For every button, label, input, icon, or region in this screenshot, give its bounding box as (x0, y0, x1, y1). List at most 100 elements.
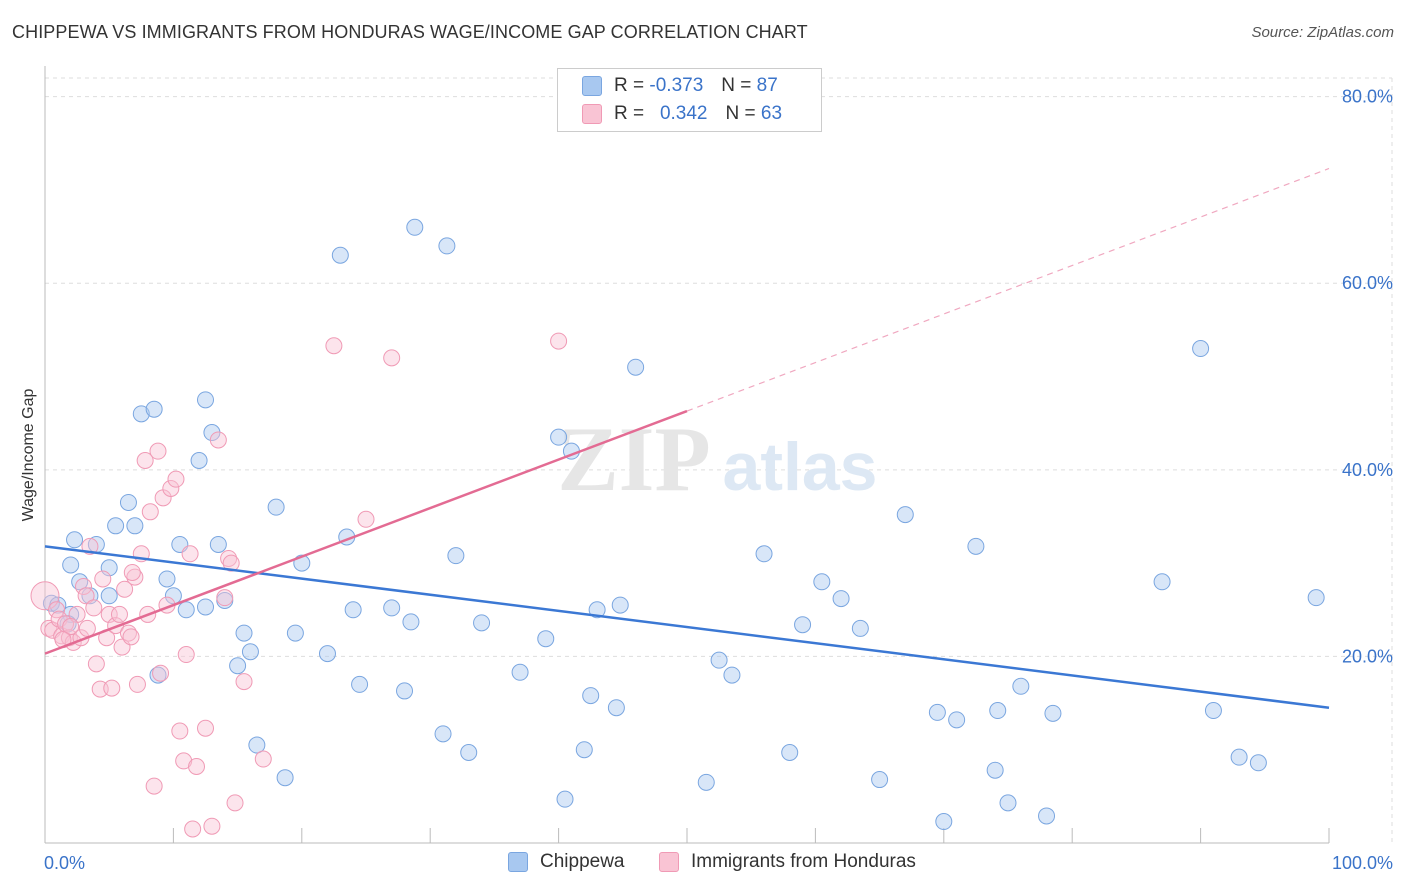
honduras-point (122, 628, 140, 646)
honduras-point (85, 599, 103, 617)
chippewa-point (611, 596, 629, 614)
legend-n-value: 87 (756, 75, 778, 96)
legend-item-chippewa[interactable]: Chippewa (508, 851, 625, 873)
chippewa-point (1204, 702, 1222, 720)
chippewa-point (62, 556, 80, 574)
chippewa-point (607, 699, 625, 717)
honduras-point (226, 794, 244, 812)
legend-item-honduras[interactable]: Immigrants from Honduras (659, 851, 916, 873)
chippewa-point (588, 601, 606, 619)
legend-label-chippewa: Chippewa (540, 851, 625, 872)
chippewa-point (286, 624, 304, 642)
honduras-trendline (44, 409, 688, 655)
honduras-point (136, 452, 154, 469)
chippewa-point (406, 218, 424, 236)
honduras-point (145, 777, 163, 795)
honduras-point (128, 675, 146, 693)
honduras-point (110, 605, 128, 623)
honduras-point (77, 587, 95, 605)
legend-row-honduras: R = 0.342 N = 63 (582, 101, 782, 127)
chippewa-point (794, 616, 812, 634)
legend-n-value: 63 (760, 103, 783, 124)
honduras-point (222, 554, 240, 572)
honduras-point (171, 722, 189, 740)
chippewa-point (197, 598, 214, 616)
legend-swatch-chippewa (582, 76, 602, 96)
chippewa-point (235, 624, 253, 642)
chippewa-point (755, 545, 773, 563)
legend-swatch-honduras (659, 852, 679, 872)
chippewa-point (473, 614, 491, 632)
honduras-point (167, 470, 185, 488)
honduras-point (550, 332, 568, 350)
honduras-point (87, 655, 105, 673)
chippewa-point (209, 535, 227, 553)
chippewa-point (1044, 704, 1062, 722)
chippewa-point (582, 687, 600, 705)
chippewa-point (723, 666, 741, 684)
honduras-point (123, 563, 141, 581)
chippewa-point (396, 682, 414, 700)
honduras-point (203, 817, 221, 835)
chippewa-point (1038, 807, 1056, 825)
series-legend: Chippewa Immigrants from Honduras (0, 851, 1406, 877)
honduras-point (162, 479, 180, 497)
legend-r-value: 0.342 (659, 103, 708, 124)
chart-title: CHIPPEWA VS IMMIGRANTS FROM HONDURAS WAG… (12, 22, 808, 42)
chippewa-point (989, 702, 1007, 720)
legend-r-label: R = (614, 75, 645, 96)
honduras-point (383, 349, 401, 367)
chippewa-point (1249, 754, 1267, 772)
chippewa-point (1307, 589, 1325, 607)
chippewa-point (126, 517, 144, 535)
honduras-point (149, 442, 167, 460)
chippewa-point (550, 428, 568, 446)
chippewa-point (1192, 340, 1210, 358)
chippewa-point (1230, 748, 1248, 766)
chippewa-point (627, 358, 645, 376)
honduras-point (181, 545, 199, 563)
chippewa-point (928, 703, 946, 721)
chippewa-point (511, 663, 529, 681)
chippewa-point (697, 773, 715, 791)
chippewa-point (119, 493, 137, 511)
chippewa-point (896, 506, 914, 524)
y-tick-label: 20.0% (1342, 646, 1393, 666)
chippewa-point (158, 570, 176, 588)
chippewa-point (871, 771, 889, 789)
honduras-point (188, 758, 206, 775)
honduras-point (254, 750, 272, 768)
chippewa-point (402, 613, 420, 631)
honduras-point (141, 503, 159, 521)
chippewa-point (132, 405, 150, 423)
chippewa-point (832, 590, 850, 608)
chippewa-point (948, 711, 966, 729)
chippewa-point (986, 761, 1004, 779)
legend-n-label: N = (721, 75, 752, 96)
honduras-point (209, 431, 227, 449)
y-tick-label: 40.0% (1342, 460, 1393, 480)
chippewa-point (438, 237, 456, 255)
chippewa-point (851, 619, 869, 637)
chippewa-point (190, 452, 208, 469)
legend-swatch-chippewa (508, 852, 528, 872)
chippewa-point (241, 643, 259, 661)
correlation-legend: R = -0.373 N = 87 R = 0.342 N = 63 (557, 68, 822, 132)
chippewa-point (351, 675, 369, 693)
honduras-point (220, 549, 238, 567)
honduras-trendline-extension (686, 167, 1330, 412)
honduras-point (103, 679, 121, 697)
honduras-point (357, 510, 375, 528)
honduras-point (235, 673, 253, 691)
x-tick-label: 0.0% (44, 853, 85, 873)
chippewa-point (248, 736, 266, 754)
chippewa-point (267, 498, 285, 516)
chippewa-point (935, 813, 953, 831)
honduras-point (152, 664, 170, 682)
chippewa-point (197, 391, 214, 409)
legend-row-chippewa: R = -0.373 N = 87 (582, 73, 778, 99)
chippewa-point (1012, 677, 1030, 695)
chippewa-point (537, 630, 555, 648)
chippewa-point (460, 744, 478, 762)
